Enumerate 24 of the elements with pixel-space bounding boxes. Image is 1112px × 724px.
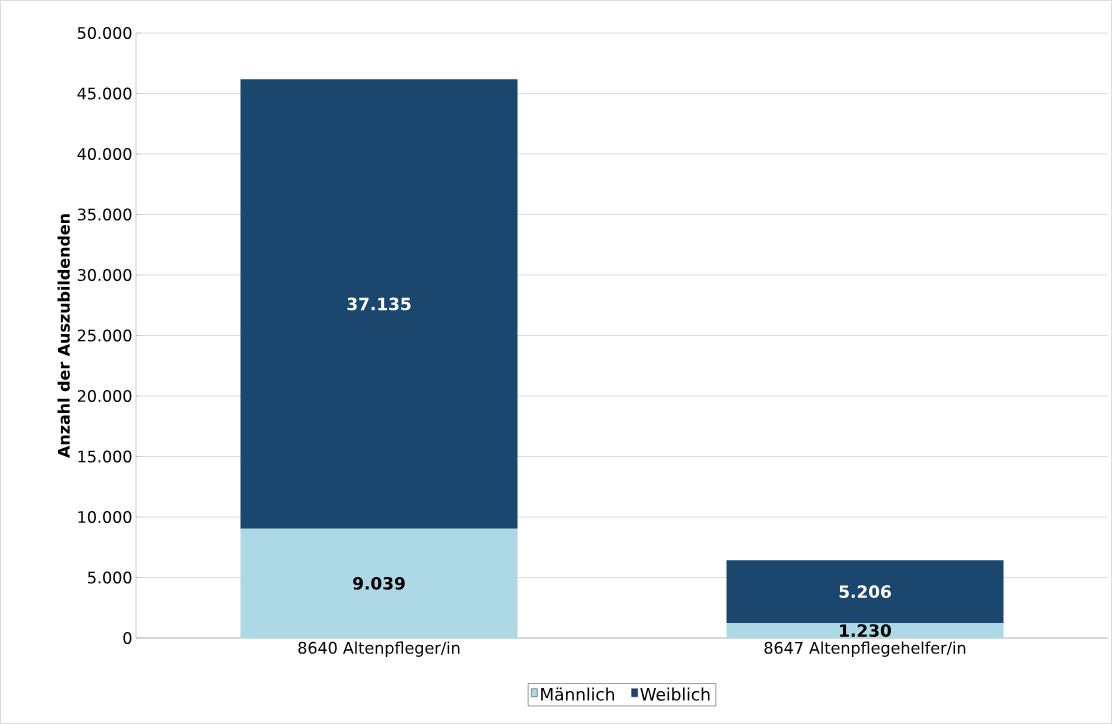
data-label: 37.135 xyxy=(347,297,411,311)
y-tick-label: 15.000 xyxy=(78,450,132,463)
y-tick-label: 45.000 xyxy=(77,87,132,100)
data-label: 9.039 xyxy=(353,576,405,590)
y-tick-label: 40.000 xyxy=(77,147,132,161)
bar xyxy=(726,560,1004,624)
x-tick-label: 8640 Altenpfleger/in xyxy=(298,641,460,657)
x-tick-label: 8647 Altenpflegehelfer/in xyxy=(764,641,966,657)
data-label: 5.206 xyxy=(839,585,891,599)
y-tick-label: 25.000 xyxy=(77,329,132,342)
y-tick-label: 20.000 xyxy=(77,389,132,403)
y-axis-title: Anzahl der Auszubildenden xyxy=(57,214,70,458)
y-tick-label: 30.000 xyxy=(77,268,132,282)
legend-label: Weiblich xyxy=(640,687,710,701)
bar xyxy=(726,623,1004,638)
legend-label: Männlich xyxy=(541,687,615,701)
y-tick-label: 50.000 xyxy=(77,26,132,40)
y-tick-label: 10.000 xyxy=(78,510,132,524)
y-tick-label: 5.000 xyxy=(88,571,132,584)
y-tick-label: 0 xyxy=(123,631,132,645)
data-label: 1.230 xyxy=(840,624,891,637)
bar xyxy=(240,79,518,529)
y-tick-label: 35.000 xyxy=(77,208,132,221)
bar xyxy=(240,528,518,638)
